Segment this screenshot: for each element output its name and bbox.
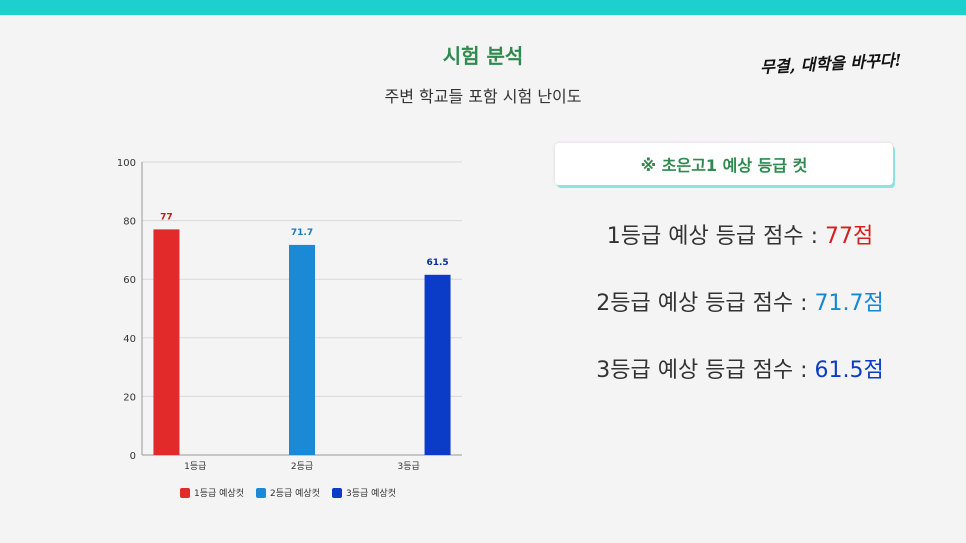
y-tick-label: 0 xyxy=(130,451,136,462)
grade-1-score-value: 77점 xyxy=(825,224,874,249)
grade-3-score-value: 61.5점 xyxy=(814,358,884,383)
x-tick-label: 2등급 xyxy=(291,461,313,472)
bar-chart: 0 20 40 60 80 100 1등급 77 2등급 71.7 3등급 61.5 xyxy=(117,158,462,472)
bar xyxy=(153,229,180,455)
legend-item: 1등급 예상컷 xyxy=(180,486,244,499)
y-tick-label: 60 xyxy=(123,275,136,286)
data-label: 71.7 xyxy=(291,228,313,238)
grade-cut-header-label: ※ 초은고1 예상 등급 컷 xyxy=(640,156,808,175)
legend-label: 3등급 예상컷 xyxy=(346,489,396,499)
data-label: 61.5 xyxy=(426,258,448,268)
y-tick-label: 80 xyxy=(123,217,136,228)
legend-item: 2등급 예상컷 xyxy=(256,486,320,499)
grade-1-score-label: 1등급 예상 등급 점수 : xyxy=(606,224,826,249)
page-subtitle: 주변 학교들 포함 시험 난이도 xyxy=(384,87,582,106)
y-tick-label: 20 xyxy=(123,392,136,403)
y-tick-label: 40 xyxy=(123,334,136,345)
y-tick-label: 100 xyxy=(117,158,136,169)
page-title: 시험 분석 xyxy=(442,44,524,68)
bar xyxy=(289,244,315,455)
legend-swatch xyxy=(180,487,190,498)
legend-swatch xyxy=(332,487,342,498)
grade-cut-header-box: ※ 초은고1 예상 등급 컷 xyxy=(555,143,893,185)
chart-legend: 1등급 예상컷 2등급 예상컷 3등급 예상컷 xyxy=(180,486,396,499)
legend-label: 2등급 예상컷 xyxy=(270,489,320,499)
x-tick-label: 1등급 xyxy=(184,461,206,472)
grade-2-score-label: 2등급 예상 등급 점수 : xyxy=(596,291,815,316)
legend-label: 1등급 예상컷 xyxy=(194,489,244,499)
legend-swatch xyxy=(256,487,266,498)
bar xyxy=(424,274,451,455)
x-tick-label: 3등급 xyxy=(398,461,420,472)
data-label: 77 xyxy=(160,212,173,222)
grade-3-score-label: 3등급 예상 등급 점수 : xyxy=(596,358,815,383)
grade-2-score-line: 2등급 예상 등급 점수 : 71.7점 xyxy=(540,285,940,317)
legend-item: 3등급 예상컷 xyxy=(332,486,396,499)
grade-1-score-line: 1등급 예상 등급 점수 : 77점 xyxy=(540,218,940,250)
grade-3-score-line: 3등급 예상 등급 점수 : 61.5점 xyxy=(540,352,940,384)
grade-2-score-value: 71.7점 xyxy=(814,291,884,316)
top-accent-bar xyxy=(0,0,966,15)
